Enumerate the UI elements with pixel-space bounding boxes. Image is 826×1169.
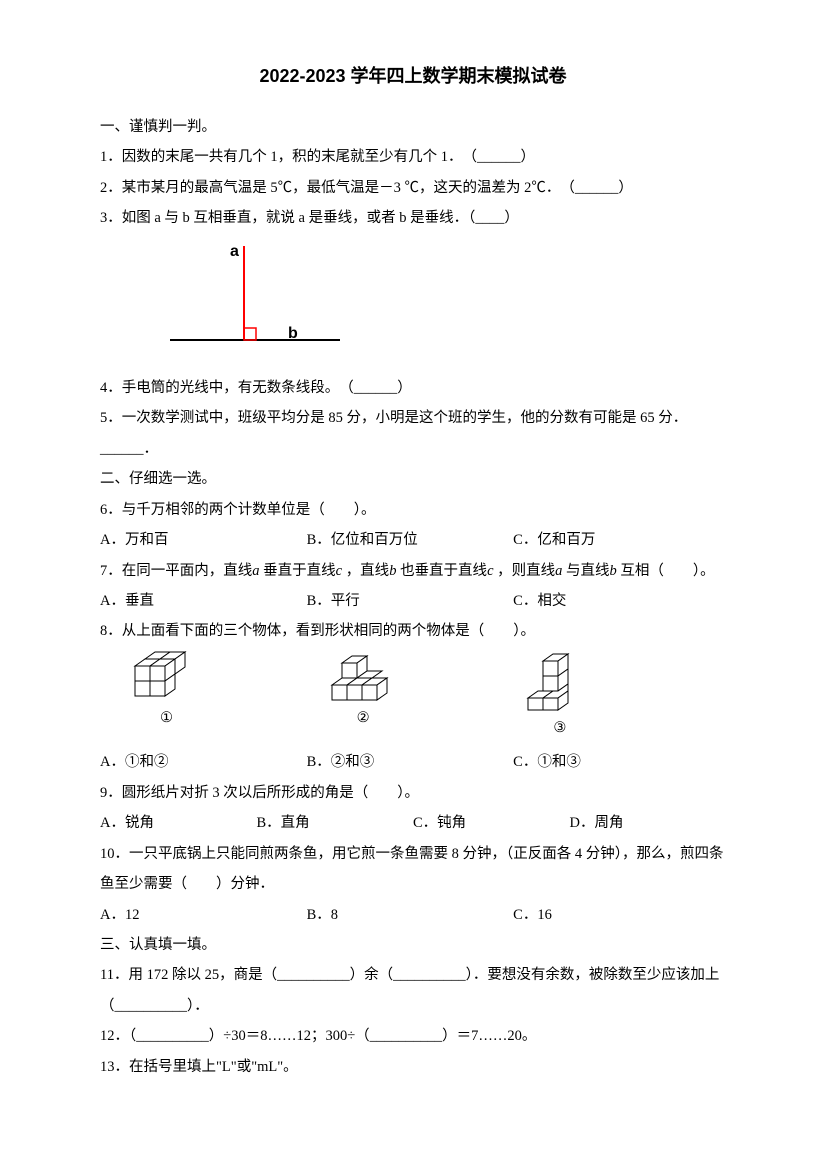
q7-text-6: 与直线 [562,563,609,579]
question-9: 9．圆形纸片对折 3 次以后所形成的角是（ ）。 [100,778,726,808]
question-10-options: A．12 B．8 C．16 [100,900,726,930]
q7-text-5: ，则直线 [494,563,556,579]
question-3: 3．如图 a 与 b 互相垂直，就说 a 是垂线，或者 b 是垂线．（____） [100,203,726,233]
cube-2: ② [327,651,524,743]
q7-text-4: 也垂直于直线 [396,563,487,579]
question-7-options: A．垂直 B．平行 C．相交 [100,586,726,616]
option-6a: A．万和百 [100,525,307,555]
option-6c: C．亿和百万 [513,525,720,555]
cube-1: ① [130,651,327,743]
question-10: 10．一只平底锅上只能同煎两条鱼，用它煎一条鱼需要 8 分钟，（正反面各 4 分… [100,839,726,900]
option-7a: A．垂直 [100,586,307,616]
q7-text-1: 7．在同一平面内，直线 [100,563,252,579]
question-7: 7．在同一平面内，直线a 垂直于直线c ，直线b 也垂直于直线c ，则直线a 与… [100,556,726,586]
label-a: a [230,243,239,260]
q7-var-a: a [252,563,259,579]
question-6-options: A．万和百 B．亿位和百万位 C．亿和百万 [100,525,726,555]
option-10b: B．8 [307,900,514,930]
section-1-heading: 一、谨慎判一判。 [100,112,726,142]
cube-3-label: ③ [553,713,566,743]
question-1: 1．因数的末尾一共有几个 1，积的末尾就至少有几个 1． （______） [100,142,726,172]
question-13: 13．在括号里填上"L"或"mL"。 [100,1052,726,1082]
q7-text-2: 垂直于直线 [260,563,336,579]
q7-text-3: ，直线 [342,563,389,579]
option-6b: B．亿位和百万位 [307,525,514,555]
question-11: 11．用 172 除以 25，商是（__________）余（_________… [100,960,726,1021]
option-10c: C．16 [513,900,720,930]
option-9b: B．直角 [257,808,414,838]
question-8: 8．从上面看下面的三个物体，看到形状相同的两个物体是（ ）。 [100,616,726,646]
option-9d: D．周角 [570,808,727,838]
right-angle-mark [244,328,256,340]
option-10a: A．12 [100,900,307,930]
option-8a: A．①和② [100,747,307,777]
option-8b: B．②和③ [307,747,514,777]
option-7c: C．相交 [513,586,720,616]
option-8c: C．①和③ [513,747,720,777]
cube-1-label: ① [160,703,173,733]
question-8-options: A．①和② B．②和③ C．①和③ [100,747,726,777]
section-2-heading: 二、仔细选一选。 [100,464,726,494]
question-4: 4．手电筒的光线中，有无数条线段。 （______） [100,373,726,403]
question-6: 6．与千万相邻的两个计数单位是（ ）。 [100,495,726,525]
perpendicular-figure: a b [160,238,726,369]
question-9-options: A．锐角 B．直角 C．钝角 D．周角 [100,808,726,838]
option-9c: C．钝角 [413,808,570,838]
label-b: b [288,325,298,342]
page-title: 2022-2023 学年四上数学期末模拟试卷 [100,58,726,96]
section-3-heading: 三、认真填一填。 [100,930,726,960]
question-2: 2．某市某月的最高气温是 5℃，最低气温是－3 ℃，这天的温差为 2℃． （__… [100,173,726,203]
cube-2-label: ② [357,703,370,733]
q7-var-b2: b [610,563,617,579]
q7-text-7: 互相（ ）。 [617,563,715,579]
cubes-figure: ① ② [130,651,726,743]
question-12: 12．（__________）÷30＝8……12；300÷（__________… [100,1021,726,1051]
cube-3: ③ [523,651,720,743]
question-5: 5．一次数学测试中，班级平均分是 85 分，小明是这个班的学生，他的分数有可能是… [100,403,726,464]
option-7b: B．平行 [307,586,514,616]
option-9a: A．锐角 [100,808,257,838]
